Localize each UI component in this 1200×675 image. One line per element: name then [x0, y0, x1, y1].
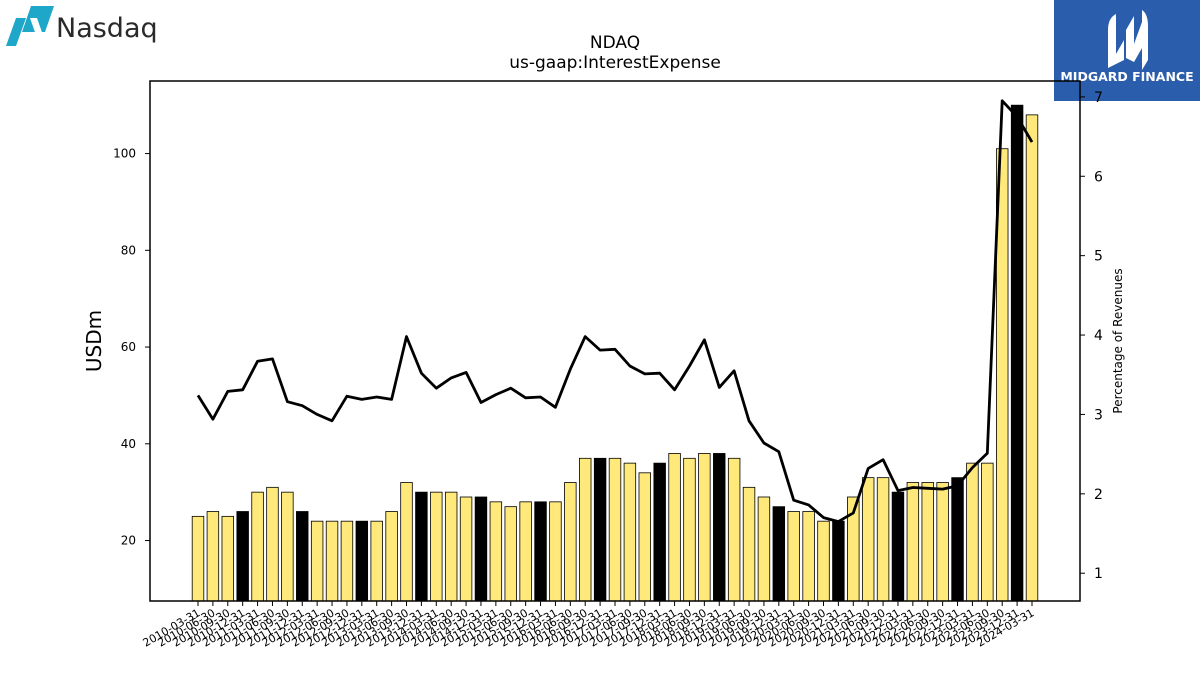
bar — [430, 491, 443, 602]
y-tick-label: 100 — [113, 147, 136, 161]
bar — [936, 482, 949, 602]
midgard-finance-logo-mark: MIDGARD FINANCE — [1060, 10, 1194, 84]
bar — [623, 462, 637, 602]
x-axis: 2010-03-312010-06-302010-09-302010-12-31… — [141, 601, 1037, 650]
y-right-tick-label: 4 — [1094, 328, 1103, 344]
y-axis-right: 1 2 3 4 5 6 7 — [1080, 90, 1103, 582]
bar — [370, 520, 383, 602]
bar — [757, 496, 771, 602]
nasdaq-logo: Nasdaq — [4, 4, 174, 48]
bar — [340, 520, 354, 602]
bar — [251, 491, 264, 602]
bar — [683, 457, 696, 602]
y-axis-right-label: Percentage of Revenues — [1111, 268, 1125, 413]
bar — [415, 491, 428, 602]
bar — [951, 477, 964, 602]
bar — [281, 491, 294, 602]
nasdaq-logo-text: Nasdaq — [56, 13, 158, 44]
chart-title: NDAQ — [590, 33, 640, 53]
bar — [1025, 114, 1039, 602]
bar — [564, 482, 577, 602]
bar — [310, 520, 324, 602]
bar — [698, 453, 711, 602]
bar — [444, 491, 458, 602]
bar — [385, 511, 398, 602]
bar — [981, 462, 994, 602]
bar — [772, 506, 786, 602]
y-tick-label: 80 — [121, 243, 136, 257]
bar — [549, 501, 562, 602]
y-tick-label: 60 — [121, 340, 136, 354]
y-tick-label: 40 — [121, 437, 136, 451]
bar — [921, 482, 934, 602]
bar — [727, 457, 741, 602]
bar — [593, 457, 607, 602]
bar — [236, 511, 249, 602]
bar — [191, 515, 205, 602]
bar-series — [191, 104, 1039, 602]
bar — [1010, 104, 1024, 602]
bar — [817, 520, 830, 602]
bar — [861, 477, 875, 602]
bar — [355, 520, 369, 602]
bar — [534, 501, 547, 602]
bar — [400, 482, 413, 602]
bar — [206, 511, 220, 602]
bar — [668, 453, 681, 602]
bar — [653, 462, 666, 602]
y-right-tick-label: 6 — [1094, 169, 1103, 185]
percentage-of-revenues-line — [196, 99, 1034, 523]
bar — [489, 501, 503, 602]
midgard-finance-logo: MIDGARD FINANCE — [1054, 0, 1200, 101]
bar — [876, 477, 890, 602]
bar — [474, 496, 488, 602]
midgard-finance-logo-text: MIDGARD FINANCE — [1060, 69, 1193, 84]
bar — [266, 486, 279, 602]
bar — [966, 462, 979, 602]
bar — [891, 491, 905, 602]
nasdaq-logo-mark: Nasdaq — [6, 6, 158, 46]
y-right-tick-label: 1 — [1094, 566, 1103, 582]
y-tick-label: 20 — [121, 534, 136, 548]
y-right-tick-label: 7 — [1094, 90, 1103, 106]
y-right-tick-label: 3 — [1094, 407, 1103, 423]
y-right-tick-label: 2 — [1094, 487, 1103, 503]
bar — [608, 457, 622, 602]
bar — [713, 453, 726, 602]
bar — [787, 511, 800, 602]
bar — [221, 515, 234, 602]
y-right-tick-label: 5 — [1094, 249, 1103, 265]
bar — [296, 511, 309, 602]
bar — [325, 520, 339, 602]
bar — [519, 501, 532, 602]
bar — [832, 520, 845, 602]
bar — [579, 457, 592, 602]
bar — [638, 472, 651, 602]
bar — [802, 511, 815, 602]
y-axis-left: 20 40 60 80 100 — [113, 147, 150, 548]
chart-subtitle: us-gaap:InterestExpense — [509, 53, 721, 73]
bar — [504, 506, 517, 602]
bar — [459, 496, 473, 602]
y-axis-label: USDm — [82, 310, 106, 372]
line-series — [196, 99, 1034, 523]
bar — [742, 486, 756, 602]
bar — [906, 482, 920, 602]
